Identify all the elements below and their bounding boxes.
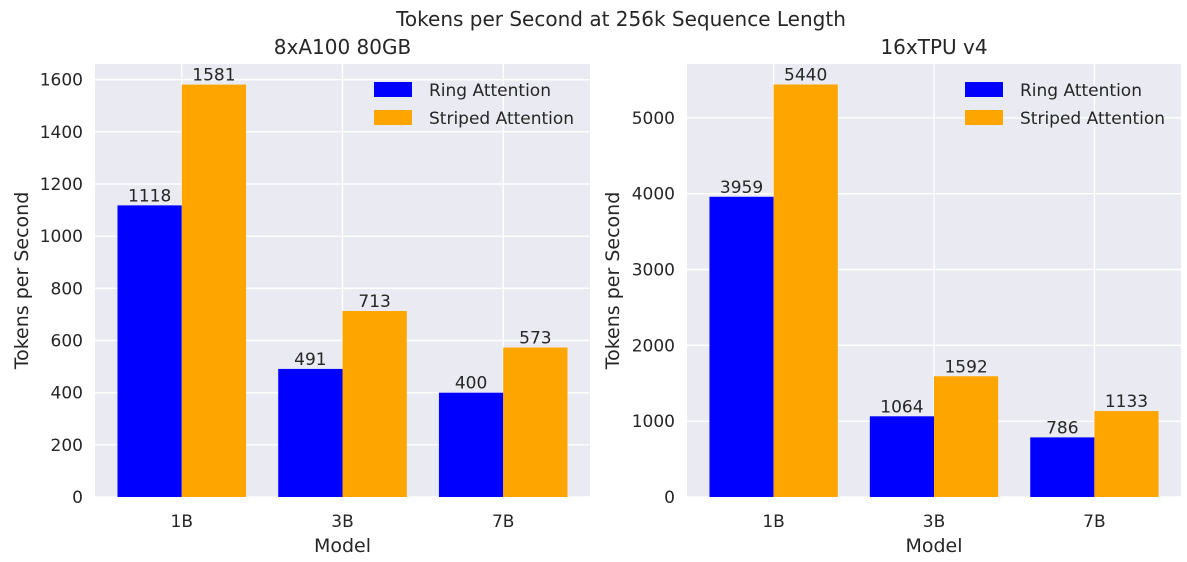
subplot-title: 8xA100 80GB xyxy=(274,35,411,59)
bar xyxy=(869,416,934,497)
data-label: 1581 xyxy=(192,66,235,86)
data-label: 5440 xyxy=(784,65,827,85)
x-tick-label: 3B xyxy=(923,512,945,532)
y-tick-label: 5000 xyxy=(632,109,675,129)
x-tick-label: 7B xyxy=(1083,512,1105,532)
bar xyxy=(773,84,838,497)
legend-swatch xyxy=(374,82,412,97)
data-label: 3959 xyxy=(720,178,763,198)
subplot-title: 16xTPU v4 xyxy=(880,35,987,59)
chart-panel-tpu: 0 1000 2000 3000 4000 5000 1B 3B 7B 3959 1064 786 54… xyxy=(602,35,1181,557)
chart-panel-a100: 0 200 400 600 800 1000 1200 1400 1600 1B 3B 7B 1118 4… xyxy=(11,35,590,557)
legend-label: Striped Attention xyxy=(1020,109,1165,129)
y-tick-label: 1400 xyxy=(40,123,83,143)
y-tick-label: 1200 xyxy=(40,175,83,195)
data-label: 491 xyxy=(294,350,326,370)
legend-swatch xyxy=(965,82,1003,97)
data-label: 1118 xyxy=(128,186,171,206)
x-tick-label: 3B xyxy=(331,512,353,532)
y-tick-label: 4000 xyxy=(632,185,675,205)
y-tick-label: 2000 xyxy=(632,336,675,356)
data-label: 1133 xyxy=(1105,392,1148,412)
data-label: 400 xyxy=(455,374,487,394)
data-label: 786 xyxy=(1046,418,1078,438)
y-tick-label: 0 xyxy=(72,488,83,508)
x-tick-label: 1B xyxy=(171,512,193,532)
x-tick-label: 1B xyxy=(762,512,784,532)
legend-label: Ring Attention xyxy=(429,81,551,101)
data-label: 1592 xyxy=(944,357,987,377)
bar xyxy=(1094,411,1159,497)
x-axis-label: Model xyxy=(905,535,962,557)
bar xyxy=(117,205,182,497)
y-tick-label: 800 xyxy=(51,279,83,299)
bar xyxy=(709,196,774,497)
bar xyxy=(278,368,343,497)
x-axis-label: Model xyxy=(314,535,371,557)
x-tick-label: 7B xyxy=(492,512,514,532)
y-tick-label: 1000 xyxy=(632,412,675,432)
y-tick-label: 600 xyxy=(51,331,83,351)
y-tick-label: 1600 xyxy=(40,71,83,91)
bar xyxy=(503,347,568,497)
y-axis-label: Tokens per Second xyxy=(11,192,33,371)
y-tick-label: 200 xyxy=(51,436,83,456)
bar xyxy=(342,311,407,497)
y-tick-label: 1000 xyxy=(40,227,83,247)
figure-title: Tokens per Second at 256k Sequence Lengt… xyxy=(395,7,846,31)
y-axis-label: Tokens per Second xyxy=(602,192,624,371)
legend-swatch xyxy=(374,110,412,125)
bar xyxy=(934,376,999,497)
bar xyxy=(438,392,504,497)
data-label: 573 xyxy=(519,329,551,349)
data-label: 713 xyxy=(358,292,390,312)
bar xyxy=(181,84,247,497)
y-tick-label: 3000 xyxy=(632,261,675,281)
legend-swatch xyxy=(965,110,1003,125)
y-tick-label: 0 xyxy=(664,488,675,508)
bar xyxy=(1030,437,1095,497)
legend-label: Ring Attention xyxy=(1020,81,1142,101)
legend-label: Striped Attention xyxy=(429,109,574,129)
data-label: 1064 xyxy=(880,397,923,417)
y-tick-label: 400 xyxy=(51,384,83,404)
